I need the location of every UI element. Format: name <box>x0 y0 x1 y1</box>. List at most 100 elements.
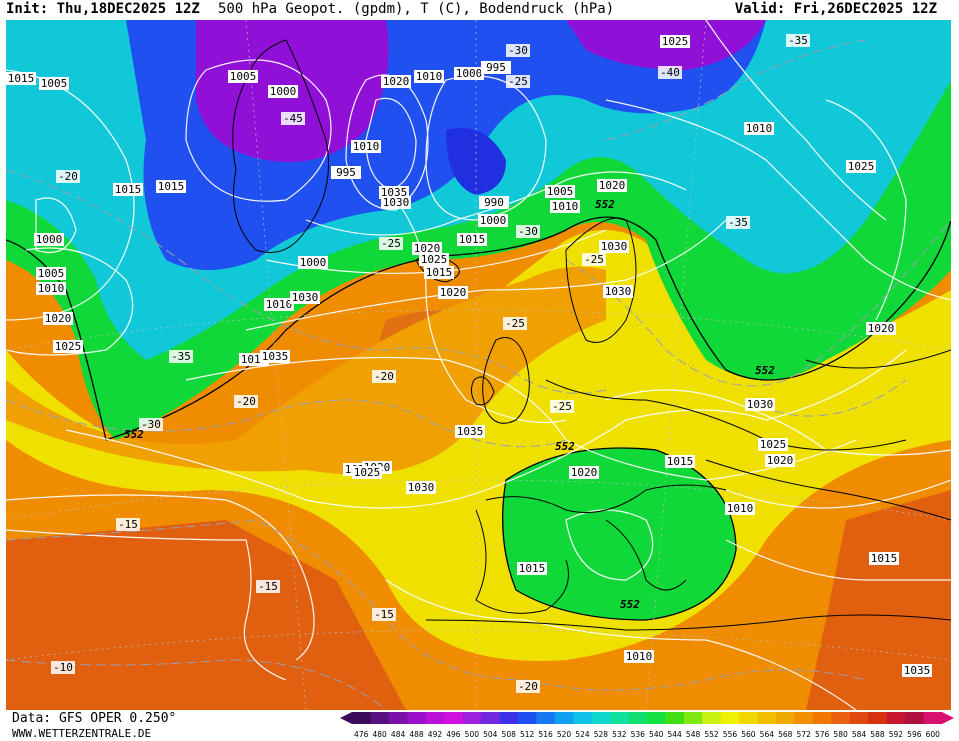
colorbar-tick-label: 480 <box>372 730 387 739</box>
pressure-label: 1005 <box>36 267 66 280</box>
colorbar-tick-label: 516 <box>538 730 553 739</box>
colorbar-swatch <box>720 712 740 724</box>
pressure-label: 1025 <box>352 466 382 479</box>
svg-text:1030: 1030 <box>383 196 410 209</box>
colorbar-tick-label: 540 <box>649 730 664 739</box>
colorbar-tick-label: 588 <box>870 730 885 739</box>
geopotential-label: 552 <box>620 598 640 611</box>
colorbar-tick-label: 504 <box>483 730 498 739</box>
colorbar-tick-label: 548 <box>686 730 701 739</box>
svg-text:1015: 1015 <box>459 233 486 246</box>
orange-band <box>6 266 606 475</box>
colorbar-tick-label: 500 <box>465 730 480 739</box>
svg-text:1005: 1005 <box>38 267 65 280</box>
svg-text:-35: -35 <box>171 350 191 363</box>
dark-orange-region-sw <box>6 520 406 710</box>
svg-text:1020: 1020 <box>767 454 794 467</box>
temperature-label: -30 <box>506 44 530 57</box>
svg-text:1025: 1025 <box>760 438 787 451</box>
colorbar-swatch <box>610 712 630 724</box>
colorbar-tick-label: 488 <box>409 730 424 739</box>
colorbar-swatch <box>905 712 925 724</box>
temperature-label: -10 <box>51 661 75 674</box>
colorbar: 476 480 484 488 492 496 500 504 508 512 516 520 524 5… <box>340 712 954 739</box>
pressure-label: 1005 <box>39 77 69 90</box>
colorbar-swatch <box>444 712 464 724</box>
colorbar-swatch <box>665 712 685 724</box>
temperature-labels: -20 -25 -30 -35 -40 -45 -25 -30 -35 -25 -20 -15 -10 -… <box>51 34 810 693</box>
pressure-label: 1020 <box>412 242 442 255</box>
pressure-label: 1000 <box>478 214 508 227</box>
pressure-label: 995 <box>481 61 511 74</box>
colorbar-swatch <box>481 712 500 724</box>
colorbar-left-arrow <box>340 712 352 724</box>
temperature-label: -20 <box>516 680 540 693</box>
svg-text:1030: 1030 <box>292 291 319 304</box>
svg-text:-30: -30 <box>508 44 528 57</box>
svg-text:-45: -45 <box>283 112 303 125</box>
pressure-label: 1020 <box>438 286 468 299</box>
colorbar-tick-label: 556 <box>723 730 738 739</box>
svg-text:-35: -35 <box>788 34 808 47</box>
geopotential-labels: 552 552 552 552 552 <box>124 198 775 611</box>
svg-text:1035: 1035 <box>381 186 408 199</box>
colorbar-tick-label: 536 <box>631 730 646 739</box>
colorbar-swatch <box>776 712 795 724</box>
svg-text:1020: 1020 <box>414 242 441 255</box>
colorbar-tick-label: 524 <box>575 730 590 739</box>
svg-text:1000: 1000 <box>480 214 507 227</box>
chart-title: 500 hPa Geopot. (gpdm), T (C), Bodendruc… <box>218 1 615 17</box>
svg-text:-35: -35 <box>728 216 748 229</box>
colorbar-swatch <box>573 712 593 724</box>
temperature-label: -30 <box>139 418 163 431</box>
colorbar-swatch <box>868 712 888 724</box>
temperature-label: -20 <box>372 370 396 383</box>
pressure-label: 1015 <box>869 552 899 565</box>
svg-text:1015: 1015 <box>667 455 694 468</box>
temperature-label: -45 <box>281 112 305 125</box>
svg-text:1005: 1005 <box>547 185 574 198</box>
pressure-label: 1015 <box>156 180 186 193</box>
temperature-label: -15 <box>256 580 280 593</box>
colorbar-swatch <box>794 712 814 724</box>
svg-text:1020: 1020 <box>599 179 626 192</box>
svg-text:995: 995 <box>486 61 506 74</box>
svg-text:1015: 1015 <box>8 72 35 85</box>
colorbar-tick-label: 592 <box>889 730 904 739</box>
svg-text:-10: -10 <box>53 661 73 674</box>
temperature-label: -20 <box>56 170 80 183</box>
pressure-label: 1010 <box>744 122 774 135</box>
temperature-label: -35 <box>726 216 750 229</box>
weather-map[interactable]: 1015 1005 1000 1015 1020 1010 1000 995 1010 995 10… <box>6 20 951 710</box>
svg-text:1015: 1015 <box>426 266 453 279</box>
pressure-label: 1020 <box>866 322 896 335</box>
pressure-label: 1000 <box>268 85 298 98</box>
colorbar-swatch <box>702 712 722 724</box>
svg-text:1015: 1015 <box>115 183 142 196</box>
svg-text:-25: -25 <box>552 400 572 413</box>
colorbar-swatch <box>407 712 427 724</box>
svg-text:-25: -25 <box>584 253 604 266</box>
pressure-label: 1010 <box>351 140 381 153</box>
colorbar-tick-label: 496 <box>446 730 461 739</box>
pressure-label: 1030 <box>381 196 411 209</box>
pressure-label: 1010 <box>36 282 66 295</box>
pressure-label: 1015 <box>424 266 454 279</box>
init-time: Init: Thu,18DEC2025 12Z <box>6 1 200 17</box>
pressure-label: 1010 <box>725 502 755 515</box>
temperature-label: -35 <box>169 350 193 363</box>
svg-text:990: 990 <box>484 196 504 209</box>
pressure-label: 1030 <box>745 398 775 411</box>
colorbar-swatch <box>388 712 408 724</box>
coastlines <box>232 39 951 631</box>
colorbar-swatch <box>647 712 666 724</box>
colorbar-swatch <box>554 712 574 724</box>
colorbar-swatch <box>886 712 906 724</box>
pressure-label: 1020 <box>569 466 599 479</box>
temperature-label: -40 <box>658 66 682 79</box>
colorbar-tick-label: 564 <box>760 730 775 739</box>
colorbar-swatch <box>683 712 703 724</box>
svg-text:-15: -15 <box>258 580 278 593</box>
pressure-label: 1010 <box>264 298 294 311</box>
